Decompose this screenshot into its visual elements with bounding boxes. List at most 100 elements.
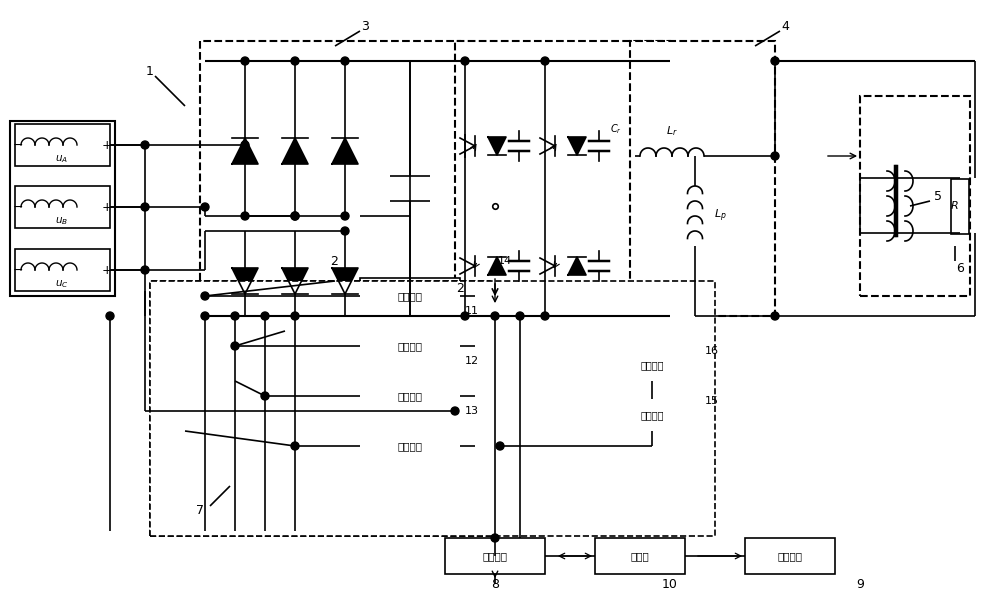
Circle shape	[231, 342, 239, 350]
Text: 上位机: 上位机	[631, 551, 649, 561]
Bar	[360, 428, 460, 464]
Text: 1: 1	[146, 65, 154, 78]
Text: 13: 13	[465, 406, 479, 416]
Text: 电压采样: 电压采样	[398, 391, 422, 401]
Circle shape	[241, 141, 249, 149]
Bar	[605, 349, 700, 381]
Polygon shape	[568, 257, 586, 275]
Text: $C_r$: $C_r$	[610, 122, 622, 136]
Text: 控制电路: 控制电路	[483, 551, 508, 561]
Bar	[15, 124, 110, 166]
Circle shape	[261, 312, 269, 320]
Circle shape	[201, 292, 209, 300]
Text: 12: 12	[465, 356, 479, 366]
Polygon shape	[568, 137, 586, 155]
Circle shape	[451, 407, 459, 415]
Circle shape	[201, 203, 209, 211]
Circle shape	[541, 57, 549, 65]
Text: 10: 10	[662, 578, 678, 591]
Text: 电压采样: 电压采样	[398, 441, 422, 451]
Circle shape	[291, 57, 299, 65]
Text: 温度采样: 温度采样	[640, 360, 664, 370]
Polygon shape	[282, 268, 308, 294]
Text: 电压采样: 电压采样	[398, 291, 422, 301]
Circle shape	[771, 57, 779, 65]
Polygon shape	[282, 138, 308, 164]
Bar	[860, 96, 970, 296]
Circle shape	[491, 312, 499, 320]
Text: −: −	[13, 264, 23, 277]
Bar	[360, 378, 460, 414]
Circle shape	[541, 312, 549, 320]
Bar	[455, 41, 670, 316]
Text: 14: 14	[498, 256, 512, 266]
Circle shape	[291, 312, 299, 320]
Text: 11: 11	[465, 306, 479, 316]
Circle shape	[241, 57, 249, 65]
Text: $L_p$: $L_p$	[714, 208, 726, 224]
Bar	[150, 281, 715, 536]
Text: +: +	[102, 139, 112, 152]
Circle shape	[771, 152, 779, 160]
Polygon shape	[232, 268, 258, 294]
Circle shape	[341, 212, 349, 220]
Text: +: +	[102, 264, 112, 277]
Bar	[605, 399, 700, 431]
Bar	[10, 121, 115, 296]
Text: $u_A$: $u_A$	[55, 153, 69, 165]
Text: $u_B$: $u_B$	[55, 215, 69, 227]
Text: 2: 2	[456, 282, 464, 294]
Text: −: −	[13, 200, 23, 214]
Text: 电压采样: 电压采样	[398, 341, 422, 351]
Circle shape	[291, 212, 299, 220]
Bar	[360, 328, 460, 364]
Text: 2: 2	[330, 254, 338, 267]
Bar	[15, 249, 110, 291]
Circle shape	[201, 312, 209, 320]
Bar	[200, 41, 460, 316]
Text: 3: 3	[361, 20, 369, 33]
Text: 5: 5	[934, 190, 942, 203]
Bar	[15, 186, 110, 228]
Bar	[745, 538, 835, 574]
Circle shape	[141, 141, 149, 149]
Bar	[445, 538, 545, 574]
Polygon shape	[488, 137, 506, 155]
Bar	[150, 281, 490, 536]
Text: $L_r$: $L_r$	[666, 124, 678, 138]
Text: 15: 15	[705, 396, 719, 406]
Circle shape	[461, 312, 469, 320]
Bar	[550, 331, 710, 451]
Text: 8: 8	[491, 578, 499, 591]
Polygon shape	[332, 268, 358, 294]
Circle shape	[491, 534, 499, 542]
Text: +: +	[102, 200, 112, 214]
Text: 9: 9	[856, 578, 864, 591]
Text: 6: 6	[956, 262, 964, 275]
Circle shape	[341, 57, 349, 65]
Text: $u_C$: $u_C$	[55, 278, 69, 290]
Text: 束流采样: 束流采样	[778, 551, 802, 561]
Circle shape	[496, 442, 504, 450]
Text: 功率采样: 功率采样	[640, 410, 664, 420]
Text: R: R	[951, 201, 959, 211]
Circle shape	[771, 312, 779, 320]
Circle shape	[106, 312, 114, 320]
Text: 4: 4	[781, 20, 789, 33]
Bar	[360, 278, 460, 314]
Circle shape	[141, 266, 149, 274]
Bar	[595, 538, 685, 574]
Bar	[951, 179, 969, 233]
Polygon shape	[332, 138, 358, 164]
Circle shape	[231, 312, 239, 320]
Circle shape	[516, 312, 524, 320]
Text: −: −	[13, 139, 23, 152]
Circle shape	[291, 442, 299, 450]
Circle shape	[141, 203, 149, 211]
Circle shape	[261, 392, 269, 400]
Text: 16: 16	[705, 346, 719, 356]
Bar	[630, 41, 775, 316]
Circle shape	[241, 212, 249, 220]
Circle shape	[291, 212, 299, 220]
Text: 7: 7	[196, 505, 204, 517]
